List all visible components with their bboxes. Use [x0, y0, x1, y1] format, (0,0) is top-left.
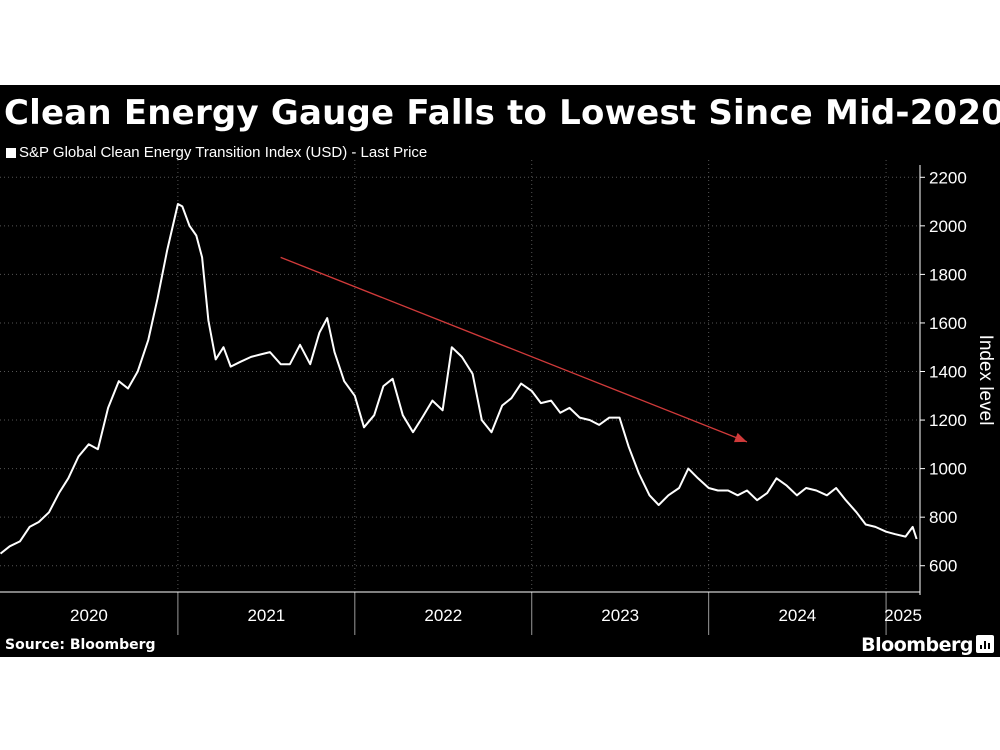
- index-line: [0, 203, 918, 555]
- legend: S&P Global Clean Energy Transition Index…: [6, 144, 427, 161]
- chart-panel: Clean Energy Gauge Falls to Lowest Since…: [0, 85, 1000, 657]
- bloomberg-badge-icon: [976, 635, 994, 653]
- x-tick-label: 2025: [884, 606, 922, 625]
- y-tick-label: 1800: [929, 265, 967, 284]
- y-tick-label: 600: [929, 557, 957, 576]
- y-tick-label: 800: [929, 508, 957, 527]
- x-tick-label: 2020: [70, 606, 108, 625]
- legend-label: S&P Global Clean Energy Transition Index…: [19, 144, 428, 161]
- bloomberg-logo: Bloomberg: [861, 634, 973, 656]
- plot-area: 600 800 1000 1200 1400 1600 1800 2000 2200 Index …: [0, 160, 996, 635]
- source-note: Source: Bloomberg: [5, 637, 156, 653]
- y-tick-label: 1600: [929, 314, 967, 333]
- y-tick-label: 1400: [929, 363, 967, 382]
- y-axis-title: Index level: [975, 335, 996, 426]
- x-tick-label: 2024: [778, 606, 816, 625]
- legend-swatch: [6, 147, 16, 158]
- x-tick-label: 2021: [247, 606, 285, 625]
- x-tick-label: 2023: [601, 606, 639, 625]
- trend-arrow-line: [280, 256, 748, 443]
- y-tick-label: 2200: [929, 168, 967, 187]
- y-tick-label: 1000: [929, 460, 967, 479]
- y-tick-label: 1200: [929, 411, 967, 430]
- trend-arrow-head: [733, 432, 747, 443]
- x-tick-label: 2022: [424, 606, 462, 625]
- y-tick-label: 2000: [929, 217, 967, 236]
- chart-title: Clean Energy Gauge Falls to Lowest Since…: [4, 93, 1000, 133]
